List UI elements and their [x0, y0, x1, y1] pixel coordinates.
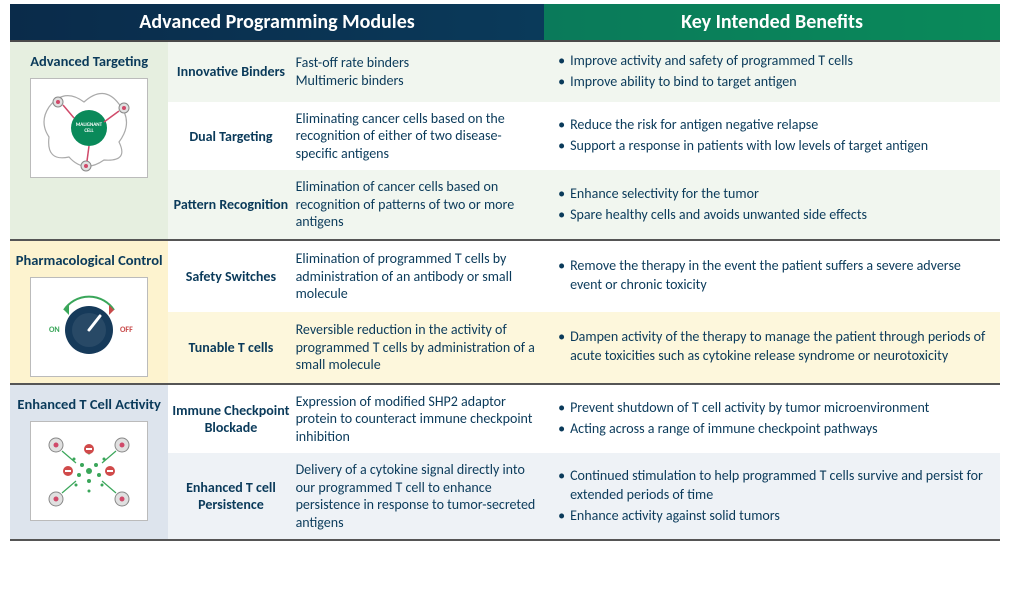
benefits-cell: Prevent shutdown of T cell activity by t… [544, 384, 1000, 454]
table-row: Pharmacological Control ON OFF Safety Sw… [10, 240, 1000, 312]
module-desc: Expression of modified SHP2 adaptor prot… [294, 384, 545, 454]
benefit-item: Enhance activity against solid tumors [558, 507, 990, 526]
benefit-item: Acting across a range of immune checkpoi… [558, 420, 990, 439]
module-name: Pattern Recognition [168, 170, 293, 240]
svg-text:ON: ON [49, 325, 60, 335]
benefits-cell: Continued stimulation to help programmed… [544, 453, 1000, 540]
benefit-item: Support a response in patients with low … [558, 137, 990, 156]
module-name: Dual Targeting [168, 102, 293, 171]
benefit-item: Dampen activity of the therapy to manage… [558, 328, 990, 366]
module-desc: Eliminating cancer cells based on the re… [294, 102, 545, 171]
table-header-row: Advanced Programming Modules Key Intende… [10, 4, 1000, 41]
module-desc: Delivery of a cytokine signal directly i… [294, 453, 545, 540]
malignant-cell-icon: MALIGNANT CELL [30, 78, 148, 178]
dial-on-off-icon: ON OFF [30, 277, 148, 377]
table-row: Advanced Targeting MALIGNANT CELL Innova… [10, 41, 1000, 102]
benefit-item: Enhance selectivity for the tumor [558, 185, 990, 204]
category-enhanced-tcell-activity: Enhanced T Cell Activity [10, 384, 168, 541]
benefits-cell: Enhance selectivity for the tumor Spare … [544, 170, 1000, 240]
module-desc: Fast-off rate binders Multimeric binders [294, 41, 545, 102]
benefit-item: Improve activity and safety of programme… [558, 52, 990, 71]
benefit-item: Prevent shutdown of T cell activity by t… [558, 399, 990, 418]
modules-benefits-table: Advanced Programming Modules Key Intende… [10, 4, 1000, 541]
module-name: Innovative Binders [168, 41, 293, 102]
module-name: Tunable T cells [168, 312, 293, 384]
category-title: Pharmacological Control [14, 251, 164, 269]
svg-text:CELL: CELL [84, 128, 94, 134]
module-desc: Elimination of cancer cells based on rec… [294, 170, 545, 240]
module-desc: Elimination of programmed T cells by adm… [294, 240, 545, 312]
category-pharmacological-control: Pharmacological Control ON OFF [10, 240, 168, 384]
module-name: Immune Checkpoint Blockade [168, 384, 293, 454]
benefits-cell: Remove the therapy in the event the pati… [544, 240, 1000, 312]
benefits-cell: Improve activity and safety of programme… [544, 41, 1000, 102]
benefit-item: Continued stimulation to help programmed… [558, 467, 990, 505]
category-title: Advanced Targeting [14, 52, 164, 70]
module-desc: Reversible reduction in the activity of … [294, 312, 545, 384]
table-row: Enhanced T Cell Activity [10, 384, 1000, 454]
benefits-cell: Reduce the risk for antigen negative rel… [544, 102, 1000, 171]
header-left: Advanced Programming Modules [10, 4, 544, 41]
tcell-burst-icon [30, 421, 148, 521]
benefit-item: Improve ability to bind to target antige… [558, 73, 990, 92]
category-title: Enhanced T Cell Activity [14, 395, 164, 413]
svg-text:OFF: OFF [120, 325, 133, 335]
benefit-item: Spare healthy cells and avoids unwanted … [558, 206, 990, 225]
category-advanced-targeting: Advanced Targeting MALIGNANT CELL [10, 41, 168, 240]
benefits-cell: Dampen activity of the therapy to manage… [544, 312, 1000, 384]
benefit-item: Reduce the risk for antigen negative rel… [558, 116, 990, 135]
module-name: Safety Switches [168, 240, 293, 312]
module-name: Enhanced T cell Persistence [168, 453, 293, 540]
header-right: Key Intended Benefits [544, 4, 1000, 41]
benefit-item: Remove the therapy in the event the pati… [558, 257, 990, 295]
